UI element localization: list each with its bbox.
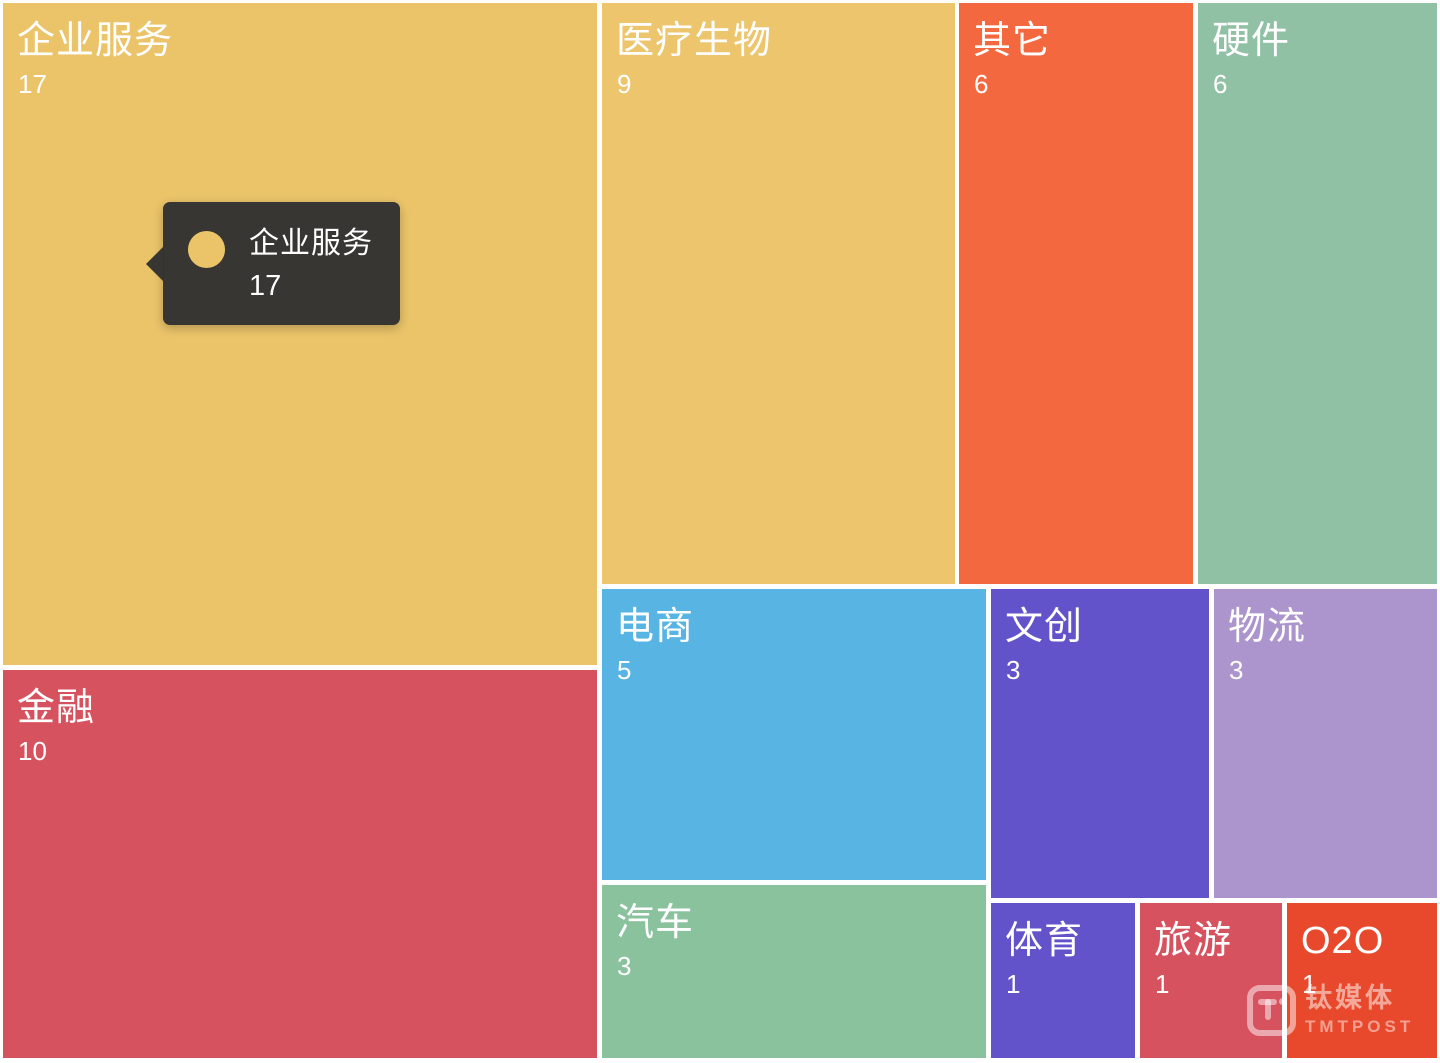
tooltip-series-swatch-icon bbox=[188, 231, 225, 268]
treemap-cell-label: 文创 bbox=[1005, 606, 1084, 648]
treemap-cell-label: 其它 bbox=[973, 20, 1052, 62]
tooltip: 企业服务 17 bbox=[146, 202, 400, 325]
treemap-cell[interactable]: 硬件 6 bbox=[1198, 3, 1437, 584]
treemap-cell[interactable]: 金融 10 bbox=[3, 670, 597, 1058]
treemap-cell[interactable]: 体育 1 bbox=[991, 903, 1135, 1058]
tooltip-arrow-icon bbox=[146, 246, 164, 282]
watermark-brand-en: TMTPOST bbox=[1305, 1017, 1415, 1036]
tooltip-category-value: 17 bbox=[249, 270, 282, 302]
treemap-cell-value: 17 bbox=[18, 68, 47, 99]
treemap-cell[interactable]: 医疗生物 9 bbox=[602, 3, 955, 584]
treemap-cell-label: O2O bbox=[1301, 920, 1385, 962]
treemap-cell-label: 医疗生物 bbox=[616, 20, 773, 62]
treemap-cell[interactable]: 其它 6 bbox=[959, 3, 1193, 584]
treemap-cell-value: 5 bbox=[617, 654, 632, 685]
treemap-cell-label: 电商 bbox=[616, 606, 695, 648]
treemap-cell-label: 体育 bbox=[1005, 920, 1084, 962]
tmtpost-logo-icon bbox=[1247, 985, 1296, 1036]
treemap-cell-value: 1 bbox=[1155, 968, 1170, 999]
treemap-cell-value: 9 bbox=[617, 68, 632, 99]
treemap-cell-value: 3 bbox=[617, 950, 632, 981]
treemap-cell-value: 3 bbox=[1006, 654, 1021, 685]
treemap-cell-label: 企业服务 bbox=[17, 20, 174, 62]
treemap-cell[interactable]: 文创 3 bbox=[991, 589, 1209, 898]
treemap-cell[interactable]: 物流 3 bbox=[1214, 589, 1437, 898]
tooltip-category-label: 企业服务 bbox=[249, 227, 373, 260]
treemap-cell[interactable]: 企业服务 17 bbox=[3, 3, 597, 665]
treemap-cell-label: 汽车 bbox=[616, 902, 695, 944]
watermark-brand-cn: 钛媒体 bbox=[1305, 983, 1395, 1013]
watermark: 钛媒体 TMTPOST bbox=[1247, 985, 1414, 1036]
treemap-cell[interactable]: O2O 1 bbox=[1287, 903, 1437, 1058]
treemap-cell-value: 1 bbox=[1302, 968, 1317, 999]
treemap-cell-label: 金融 bbox=[17, 687, 96, 729]
treemap-cell-label: 物流 bbox=[1228, 606, 1307, 648]
treemap-cell-value: 6 bbox=[1213, 68, 1228, 99]
treemap-cell-label: 硬件 bbox=[1212, 20, 1291, 62]
treemap-cell-value: 1 bbox=[1006, 968, 1021, 999]
treemap-cell[interactable]: 电商 5 bbox=[602, 589, 986, 880]
treemap-cell[interactable]: 汽车 3 bbox=[602, 885, 986, 1058]
treemap-cell-label: 旅游 bbox=[1154, 920, 1233, 962]
treemap-cell-value: 6 bbox=[974, 68, 989, 99]
treemap-cell-value: 3 bbox=[1229, 654, 1244, 685]
treemap-cell-value: 10 bbox=[18, 735, 47, 766]
